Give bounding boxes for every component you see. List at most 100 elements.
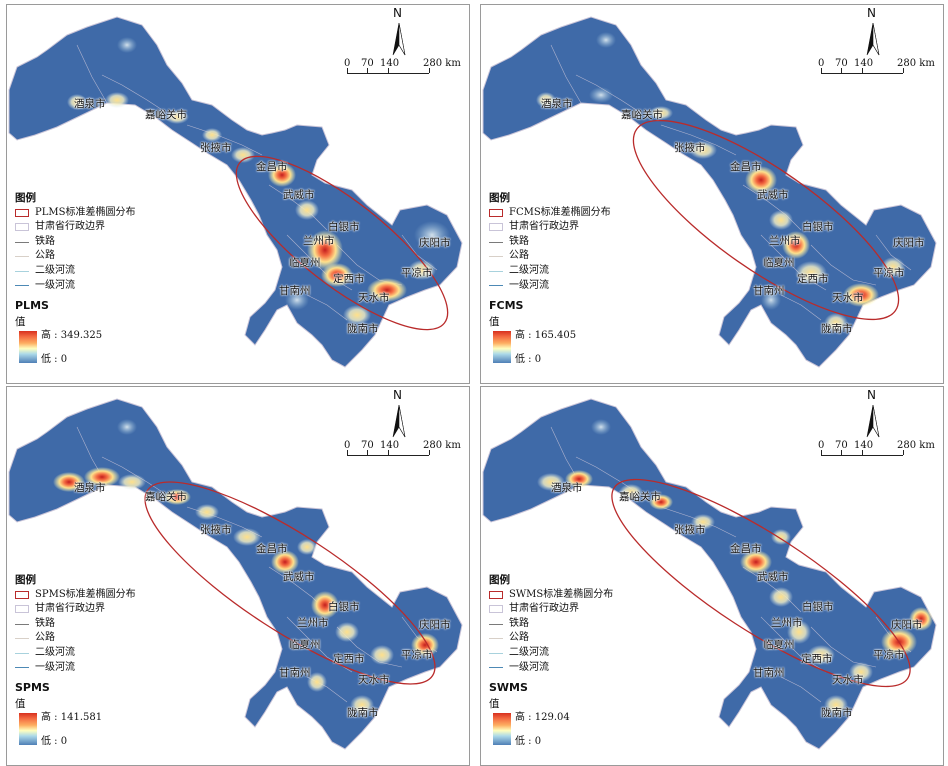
value-title: 值 xyxy=(15,315,26,328)
legend-boundary-label: 甘肃省行政边界 xyxy=(35,221,105,233)
heat-hotspots xyxy=(536,32,905,333)
city-label: 甘南州 xyxy=(279,285,311,297)
ramp-high-label: 高 : 349.325 xyxy=(41,330,103,342)
legend-railway-label: 铁路 xyxy=(35,235,55,247)
scale-bar: 0 70 140 280 km xyxy=(344,58,469,83)
map-legend: 图例 PLMS标准差椭圆分布 甘肃省行政边界 铁路 公路 二级河流 一级河流 P… xyxy=(15,191,175,367)
legend-boundary-label: 甘肃省行政边界 xyxy=(509,603,579,615)
value-title: 值 xyxy=(489,315,500,328)
ramp-high-label: 高 : 141.581 xyxy=(41,712,103,724)
railway-swatch xyxy=(15,624,29,626)
scale-bar: 0 70 140 280 km xyxy=(818,440,943,465)
legend-railway-label: 铁路 xyxy=(509,235,529,247)
scale-tick-280: 280 km xyxy=(423,440,461,451)
ellipse-swatch xyxy=(15,208,29,217)
map-panel-plms: N 0 70 140 280 km 酒泉市 嘉峪关市 张掖市 金昌市 武威市 白… xyxy=(6,4,470,384)
road-swatch xyxy=(15,638,29,640)
north-label: N xyxy=(393,388,402,402)
gansu-heat-map xyxy=(482,398,937,750)
city-label: 临夏州 xyxy=(289,639,321,651)
river1-swatch xyxy=(15,667,29,669)
scale-tick-70: 70 xyxy=(361,440,374,451)
legend-river1-label: 一级河流 xyxy=(35,661,75,673)
legend-title: 图例 xyxy=(15,574,36,586)
north-label: N xyxy=(393,6,402,20)
city-label: 武威市 xyxy=(757,189,789,201)
city-label: 白银市 xyxy=(328,601,360,613)
city-label: 临夏州 xyxy=(289,257,321,269)
heat-hotspots xyxy=(53,419,439,715)
city-label: 庆阳市 xyxy=(419,619,451,631)
scale-tick-140: 140 xyxy=(854,58,874,69)
city-label: 陇南市 xyxy=(821,707,853,719)
ellipse-swatch xyxy=(15,590,29,599)
legend-ellipse-label: SPMS标准差椭圆分布 xyxy=(35,588,136,600)
scale-tick-280: 280 km xyxy=(897,440,935,451)
std-deviation-ellipse xyxy=(632,119,900,321)
city-label: 陇南市 xyxy=(347,323,379,335)
city-label: 甘南州 xyxy=(753,285,785,297)
city-label: 兰州市 xyxy=(771,617,803,629)
map-panel-fcms: N 0 70 140 280 km 酒泉市 嘉峪关市 张掖市 金昌市 武威市 白… xyxy=(480,4,944,384)
city-label: 金昌市 xyxy=(256,543,288,555)
index-name: FCMS xyxy=(489,299,524,313)
city-label: 武威市 xyxy=(757,571,789,583)
scale-tick-0: 0 xyxy=(818,58,825,69)
railway-swatch xyxy=(489,624,503,626)
legend-boundary-label: 甘肃省行政边界 xyxy=(509,221,579,233)
city-label: 天水市 xyxy=(832,292,864,304)
city-label: 武威市 xyxy=(283,189,315,201)
ellipse-swatch xyxy=(489,590,503,599)
city-label: 武威市 xyxy=(283,571,315,583)
river2-swatch xyxy=(15,270,29,272)
map-legend: 图例 SWMS标准差椭圆分布 甘肃省行政边界 铁路 公路 二级河流 一级河流 S… xyxy=(489,573,649,749)
legend-railway-label: 铁路 xyxy=(509,617,529,629)
city-label: 定西市 xyxy=(801,653,833,665)
heat-hotspots xyxy=(537,419,933,715)
city-label: 天水市 xyxy=(358,292,390,304)
city-label: 平凉市 xyxy=(401,649,433,661)
gansu-heat-map xyxy=(8,398,463,750)
scale-tick-0: 0 xyxy=(818,440,825,451)
city-label: 张掖市 xyxy=(674,524,706,536)
city-label: 定西市 xyxy=(333,653,365,665)
legend-ellipse-label: SWMS标准差椭圆分布 xyxy=(509,588,614,600)
river1-swatch xyxy=(489,667,503,669)
city-label: 张掖市 xyxy=(200,142,232,154)
legend-ellipse-label: PLMS标准差椭圆分布 xyxy=(35,206,136,218)
boundary-swatch xyxy=(489,605,503,614)
color-ramp: 高 : 349.325 低 : 0 xyxy=(15,329,175,367)
city-label: 临夏州 xyxy=(763,639,795,651)
city-label: 甘南州 xyxy=(279,667,311,679)
color-ramp: 高 : 129.04 低 : 0 xyxy=(489,711,649,749)
scale-tick-140: 140 xyxy=(854,440,874,451)
city-label: 酒泉市 xyxy=(541,98,573,110)
city-label: 临夏州 xyxy=(763,257,795,269)
ramp-high-label: 高 : 129.04 xyxy=(515,712,570,724)
scale-tick-0: 0 xyxy=(344,58,351,69)
city-label: 金昌市 xyxy=(730,161,762,173)
legend-road-label: 公路 xyxy=(35,250,55,262)
color-ramp: 高 : 165.405 低 : 0 xyxy=(489,329,649,367)
legend-title: 图例 xyxy=(489,192,510,204)
city-label: 兰州市 xyxy=(297,617,329,629)
scale-tick-140: 140 xyxy=(380,58,400,69)
legend-river1-label: 一级河流 xyxy=(509,661,549,673)
city-label: 兰州市 xyxy=(769,235,801,247)
north-label: N xyxy=(867,388,876,402)
ellipse-swatch xyxy=(489,208,503,217)
river2-swatch xyxy=(489,270,503,272)
city-label: 嘉峪关市 xyxy=(619,491,661,503)
road-swatch xyxy=(489,256,503,258)
city-label: 金昌市 xyxy=(256,161,288,173)
city-label: 张掖市 xyxy=(200,524,232,536)
city-label: 甘南州 xyxy=(753,667,785,679)
heat-hotspots xyxy=(67,37,450,325)
river1-swatch xyxy=(489,285,503,287)
city-label: 兰州市 xyxy=(303,235,335,247)
city-label: 嘉峪关市 xyxy=(145,109,187,121)
scale-tick-280: 280 km xyxy=(423,58,461,69)
city-label: 张掖市 xyxy=(674,142,706,154)
city-label: 平凉市 xyxy=(401,267,433,279)
boundary-swatch xyxy=(489,223,503,232)
